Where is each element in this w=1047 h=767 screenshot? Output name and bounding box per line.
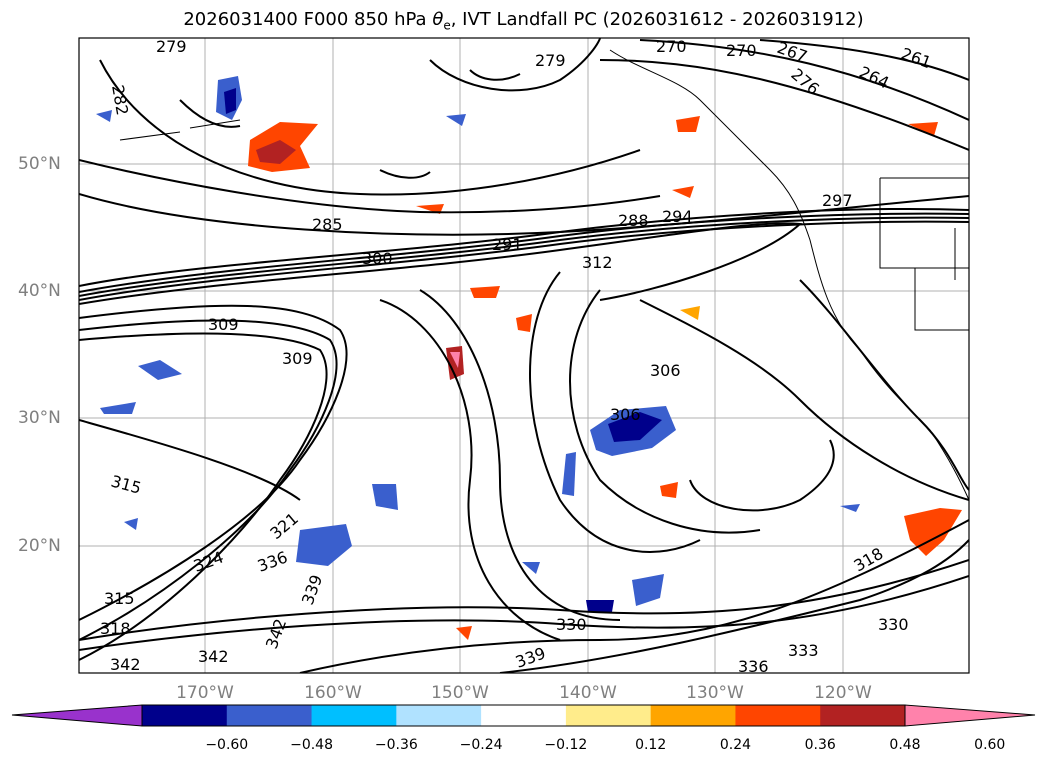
- lon-label: 140°W: [559, 683, 617, 703]
- colorbar-bin: [481, 705, 567, 726]
- colorbar-bin: [735, 705, 821, 726]
- lon-label: 150°W: [431, 683, 489, 703]
- contour-label: 297: [822, 191, 853, 210]
- contour-label: 318: [100, 619, 131, 638]
- pc-shading: [96, 76, 962, 640]
- colorbar-tick-label: 0.24: [719, 737, 752, 753]
- contour-label: 330: [556, 615, 587, 634]
- colorbar-tick-label: −0.48: [290, 737, 333, 753]
- colorbar-tick-label: 0.48: [889, 737, 921, 753]
- map-title: 2026031400 F000 850 hPa θe, IVT Landfall…: [183, 9, 864, 33]
- colorbar-tick-label: 0.60: [974, 737, 1006, 753]
- colorbar-bin: [226, 705, 313, 726]
- contour-label: 270: [656, 37, 687, 56]
- contour-label: 306: [650, 361, 681, 380]
- contour-label: 300: [362, 249, 393, 268]
- contour-label: 309: [282, 349, 313, 368]
- colorbar-bin: [396, 705, 482, 726]
- contour-label: 279: [535, 51, 566, 70]
- contour-label: 312: [582, 253, 613, 272]
- colorbar-tick-label: −0.12: [544, 737, 588, 753]
- contour-label: 333: [788, 641, 819, 660]
- contour-label: 279: [156, 37, 187, 56]
- colorbar-bin: [311, 705, 397, 726]
- colorbar-bin: [565, 705, 652, 726]
- colorbar-extend-low: [11, 704, 143, 727]
- contour-label: 306: [610, 405, 641, 424]
- lon-label: 170°W: [176, 683, 234, 703]
- colorbar-bin: [820, 705, 906, 726]
- lat-label: 30°N: [18, 408, 61, 428]
- lon-label: 130°W: [686, 683, 744, 703]
- contour-label: 330: [878, 615, 909, 634]
- contour-label: 288: [618, 211, 649, 230]
- map-background: [79, 38, 969, 673]
- colorbar-tick-label: −0.60: [205, 737, 249, 753]
- contour-label: 309: [208, 315, 239, 334]
- colorbar-tick-label: −0.24: [459, 737, 503, 753]
- contour-label: 315: [104, 589, 135, 608]
- contour-label: 291: [492, 235, 523, 254]
- lat-label: 20°N: [18, 536, 61, 556]
- lon-label: 160°W: [304, 683, 362, 703]
- colorbar-frame: [141, 704, 906, 727]
- map-frame: [78, 37, 970, 674]
- colorbar: [11, 704, 1036, 727]
- colorbar-bin: [650, 705, 736, 726]
- lat-label: 50°N: [18, 154, 61, 174]
- contour-label: 294: [662, 207, 693, 226]
- contour-label: 342: [198, 647, 229, 666]
- lon-label: 120°W: [814, 683, 872, 703]
- colorbar-tick-label: −0.36: [374, 737, 418, 753]
- theta-e-contours: [79, 38, 969, 673]
- colorbar-tick-label: 0.12: [635, 737, 667, 753]
- coastlines: [119, 49, 969, 501]
- contour-label: 342: [110, 655, 141, 674]
- colorbar-bin: [142, 705, 228, 726]
- contour-label: 270: [726, 41, 757, 60]
- colorbar-tick-label: 0.36: [804, 737, 836, 753]
- lat-label: 40°N: [18, 281, 61, 301]
- contour-label: 336: [738, 657, 769, 676]
- graticule: [79, 38, 969, 673]
- contour-label: 285: [312, 215, 343, 234]
- colorbar-extend-high: [904, 704, 1036, 727]
